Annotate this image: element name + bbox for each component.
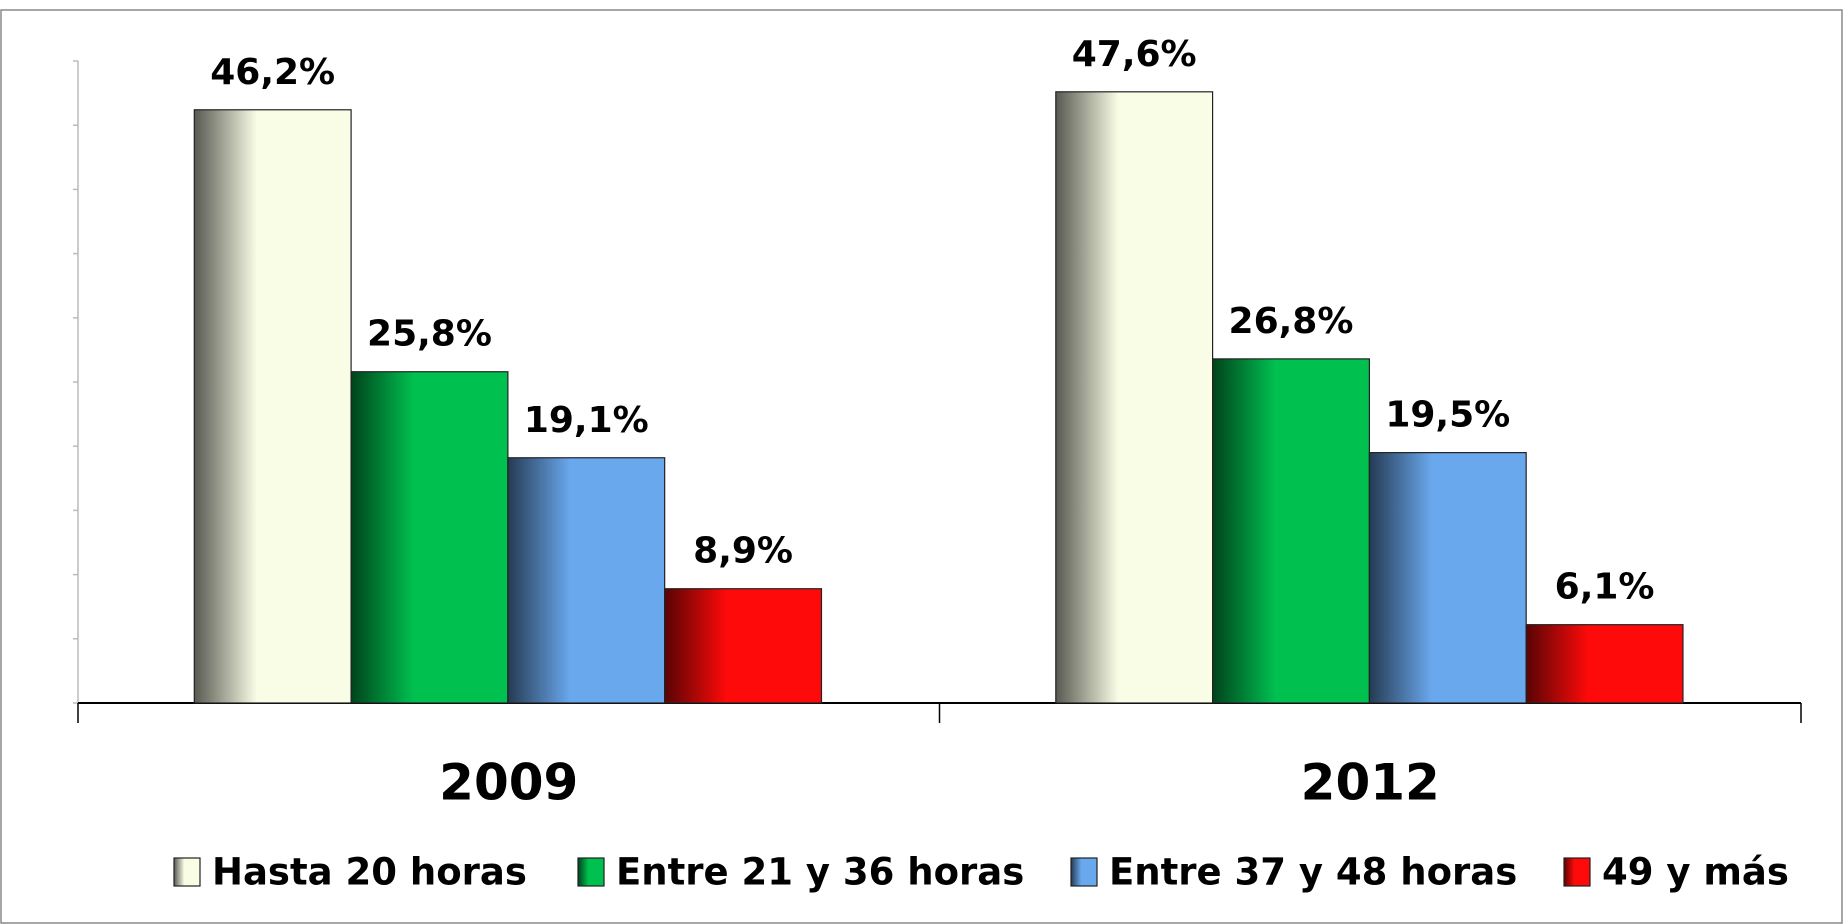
data-label: 46,2% <box>210 52 335 93</box>
bar <box>350 371 509 704</box>
data-label: 19,1% <box>524 400 649 441</box>
data-label: 6,1% <box>1555 567 1655 608</box>
data-label: 19,5% <box>1385 395 1510 436</box>
bar <box>1525 624 1684 704</box>
data-label: 8,9% <box>693 531 793 572</box>
data-label: 26,8% <box>1229 301 1354 342</box>
legend-swatch <box>1563 857 1591 887</box>
bar <box>1368 452 1527 704</box>
bar <box>1055 91 1214 704</box>
legend-label: Entre 21 y 36 horas <box>616 851 1024 894</box>
data-label: 47,6% <box>1072 34 1197 75</box>
legend-swatch <box>1070 857 1098 887</box>
bar <box>193 109 352 704</box>
legend-swatch <box>173 857 201 887</box>
legend-label: Entre 37 y 48 horas <box>1109 851 1517 894</box>
bar <box>664 588 823 704</box>
data-label: 25,8% <box>367 314 492 355</box>
x-tick-label: 2012 <box>1301 754 1440 812</box>
x-tick-label: 2009 <box>439 754 578 812</box>
legend-swatch <box>577 857 605 887</box>
bar <box>507 457 666 704</box>
bar <box>1211 358 1370 704</box>
legend-label: 49 y más <box>1602 851 1789 894</box>
legend-label: Hasta 20 horas <box>212 851 527 894</box>
